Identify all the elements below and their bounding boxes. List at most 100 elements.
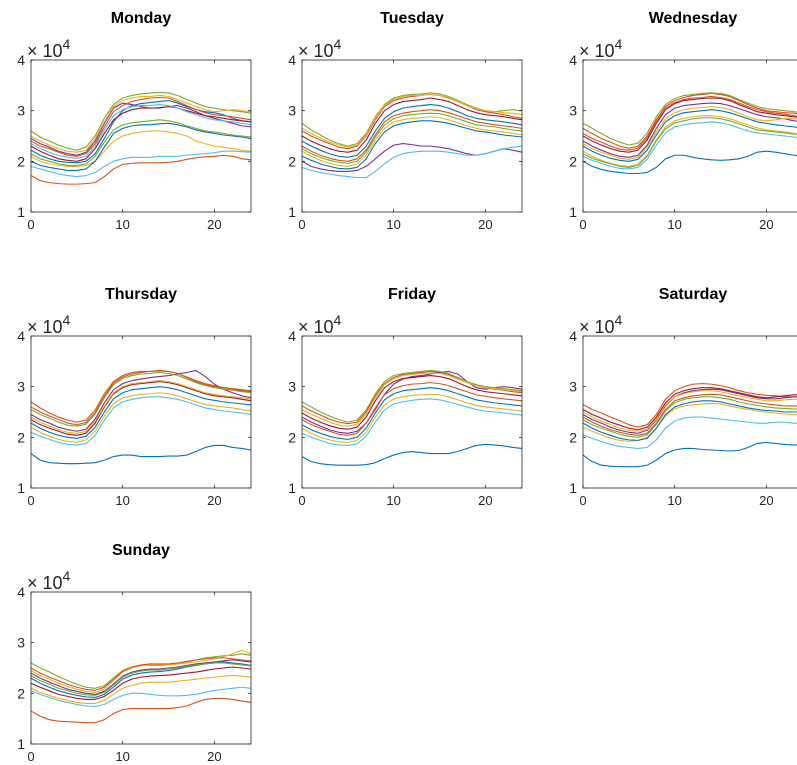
x-tick-label: 20 (207, 749, 221, 764)
series-line (582, 106, 797, 160)
exponent-base: 10 (314, 317, 334, 337)
y-tick-label: 2 (17, 429, 25, 445)
y-tick-label: 4 (569, 328, 577, 344)
y-tick-label: 2 (569, 429, 577, 445)
y-tick-label: 4 (17, 328, 25, 344)
chart-title: Saturday (659, 286, 728, 303)
y-exponent-label: × 104 (579, 36, 623, 61)
x-tick-label: 0 (27, 749, 34, 764)
series-line (582, 150, 797, 175)
series-line (30, 150, 252, 178)
series-line (301, 109, 523, 162)
y-tick-label: 3 (17, 103, 25, 119)
y-exponent-label: × 104 (27, 36, 71, 61)
series-line (30, 369, 252, 432)
x-tick-label: 20 (478, 217, 492, 232)
series-line (30, 392, 252, 443)
exponent-times: × (298, 41, 314, 61)
x-tick-label: 10 (667, 493, 681, 508)
exponent-times: × (27, 317, 43, 337)
y-tick-label: 4 (288, 328, 296, 344)
y-tick-label: 1 (17, 480, 25, 496)
series-line (582, 387, 797, 431)
exponent-power: 4 (63, 312, 71, 328)
y-tick-label: 1 (17, 204, 25, 220)
exponent-times: × (27, 573, 43, 593)
axes-frame (301, 335, 523, 489)
y-exponent-label: × 104 (579, 312, 623, 337)
exponent-base: 10 (43, 573, 63, 593)
axes-frame (301, 59, 523, 213)
y-tick-label: 3 (569, 379, 577, 395)
y-tick-label: 2 (17, 685, 25, 701)
exponent-base: 10 (314, 41, 334, 61)
series-line (582, 402, 797, 442)
exponent-power: 4 (615, 312, 623, 328)
series-line (30, 119, 252, 166)
chart-title: Sunday (112, 542, 170, 559)
x-tick-label: 0 (298, 217, 305, 232)
series-line (30, 370, 252, 426)
x-tick-label: 10 (386, 217, 400, 232)
series-line (301, 372, 523, 427)
x-tick-label: 20 (759, 217, 773, 232)
exponent-times: × (27, 41, 43, 61)
series-line (301, 116, 523, 167)
exponent-power: 4 (334, 36, 342, 52)
series-line (30, 662, 252, 696)
y-tick-label: 1 (17, 736, 25, 752)
series-line (30, 369, 252, 423)
exponent-times: × (579, 317, 595, 337)
series-line (582, 390, 797, 432)
series-line (30, 659, 252, 695)
series-line (301, 387, 523, 440)
exponent-base: 10 (595, 317, 615, 337)
axes-frame (30, 591, 252, 745)
y-tick-label: 3 (288, 379, 296, 395)
series-line (301, 93, 523, 150)
series-line (582, 115, 797, 167)
series-line (30, 686, 252, 708)
series-line (301, 112, 523, 164)
chart-title: Thursday (105, 286, 177, 303)
exponent-power: 4 (615, 36, 623, 52)
series-line (301, 374, 523, 430)
axes-frame (30, 335, 252, 489)
y-tick-label: 3 (17, 379, 25, 395)
x-tick-label: 20 (478, 493, 492, 508)
y-tick-label: 3 (288, 103, 296, 119)
plot-area (583, 60, 797, 212)
series-line (582, 92, 797, 146)
chart-title: Tuesday (380, 10, 444, 27)
y-exponent-label: × 104 (298, 312, 342, 337)
y-tick-label: 2 (569, 153, 577, 169)
series-line (30, 675, 252, 705)
x-tick-label: 10 (115, 217, 129, 232)
exponent-times: × (298, 317, 314, 337)
axes-frame (30, 59, 252, 213)
y-tick-label: 1 (569, 480, 577, 496)
exponent-times: × (579, 41, 595, 61)
x-tick-label: 0 (27, 493, 34, 508)
exponent-base: 10 (595, 41, 615, 61)
exponent-base: 10 (43, 41, 63, 61)
series-line (30, 649, 252, 693)
series-line (582, 400, 797, 441)
x-tick-label: 10 (115, 749, 129, 764)
x-tick-label: 10 (115, 493, 129, 508)
chart-title: Wednesday (649, 10, 738, 27)
series-line (301, 97, 523, 153)
y-exponent-label: × 104 (27, 568, 71, 593)
series-line (301, 369, 523, 423)
series-line (30, 122, 252, 171)
y-tick-label: 4 (17, 584, 25, 600)
y-tick-label: 4 (288, 52, 296, 68)
plot-area (31, 336, 251, 488)
y-tick-label: 2 (17, 153, 25, 169)
chart-title: Monday (111, 10, 172, 27)
x-tick-label: 0 (298, 493, 305, 508)
